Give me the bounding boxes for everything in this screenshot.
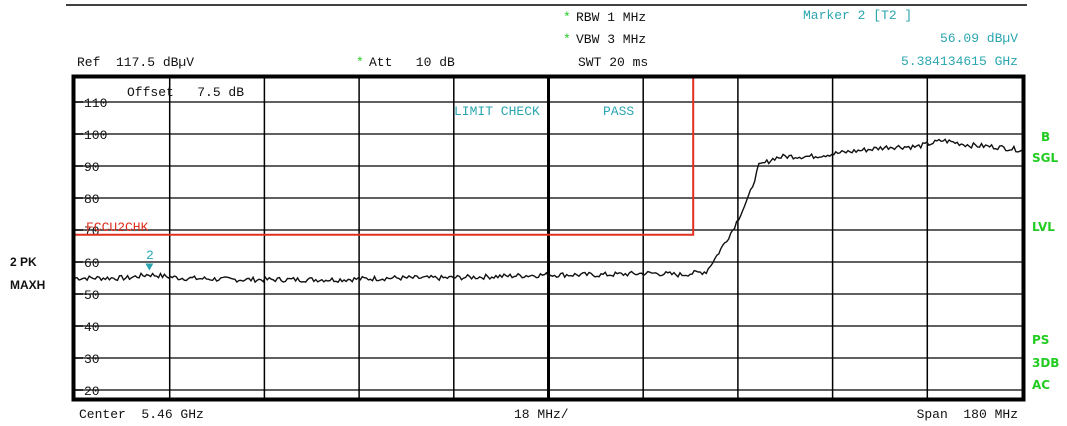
status-b: B: [1041, 130, 1051, 144]
marker-frequency: 5.384134615 GHz: [900, 54, 1018, 69]
trace-mode-label: MAXH: [10, 278, 46, 292]
center-frequency: Center 5.46 GHz: [79, 407, 204, 422]
rbw-setting: RBW 1 MHz: [576, 10, 647, 25]
limit-line: [75, 78, 695, 236]
status-ac: AC: [1032, 378, 1051, 392]
attenuation: Att 10 dB: [369, 55, 455, 70]
vbw-star: *: [563, 32, 571, 47]
limit-check-label: LIMIT CHECK: [454, 104, 540, 119]
spectrum-trace: [74, 138, 1023, 284]
y-tick-label: 80: [84, 192, 100, 207]
status-lvl: LVL: [1032, 220, 1055, 234]
limit-check-result: PASS: [603, 104, 635, 119]
status-ps: PS: [1032, 333, 1050, 347]
status-3db: 3DB: [1032, 356, 1060, 370]
status-sgl: SGL: [1032, 151, 1059, 165]
marker-number: 2: [146, 248, 154, 263]
y-tick-label: 110: [84, 96, 107, 111]
marker-title: Marker 2 [T2 ]: [803, 8, 913, 23]
y-tick-label: 100: [84, 128, 107, 143]
offset-annotation: Offset 7.5 dB: [127, 85, 245, 100]
att-star: *: [356, 55, 364, 70]
marker-2-symbol: [145, 263, 154, 271]
y-tick-label: 90: [84, 160, 100, 175]
y-tick-label: 60: [84, 256, 100, 271]
rbw-star: *: [563, 10, 571, 25]
limit-line-name: FCCU2CHK: [86, 220, 149, 235]
marker-level: 56.09 dBµV: [939, 31, 1018, 46]
frequency-span: Span 180 MHz: [916, 407, 1018, 422]
y-tick-label: 40: [84, 320, 100, 335]
reference-level: Ref 117.5 dBµV: [77, 55, 195, 70]
y-tick-label: 30: [84, 352, 100, 367]
sweep-time: SWT 20 ms: [578, 55, 649, 70]
vbw-setting: VBW 3 MHz: [576, 32, 647, 47]
frequency-per-division: 18 MHz/: [514, 407, 569, 422]
y-tick-label: 50: [84, 288, 100, 303]
plot-frame: [71, 74, 1026, 402]
trace-detector-label: 2 PK: [10, 255, 37, 269]
y-tick-label: 20: [84, 384, 100, 399]
